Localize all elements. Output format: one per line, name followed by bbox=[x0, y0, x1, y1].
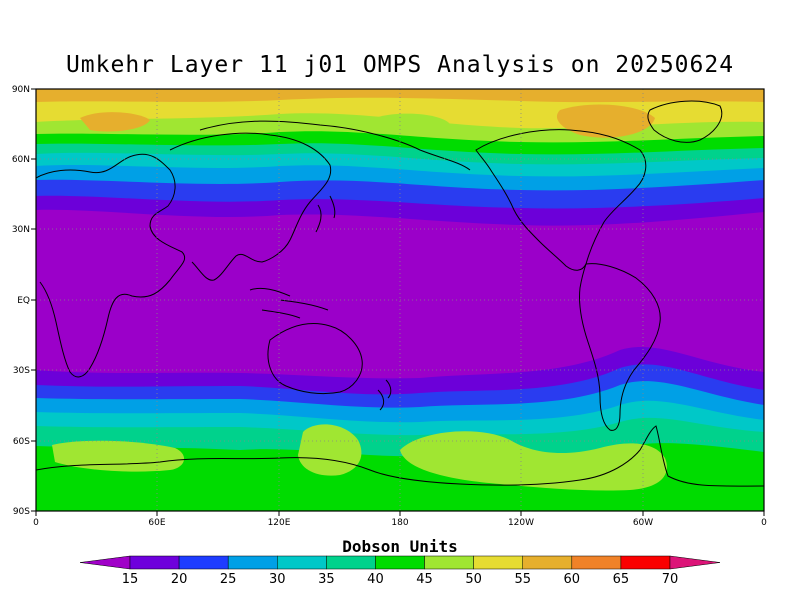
lat-label: 30N bbox=[12, 225, 30, 235]
coast-new-zealand bbox=[377, 379, 392, 411]
colorbar-swatch bbox=[473, 555, 523, 570]
lon-label: 60W bbox=[633, 518, 653, 528]
coast-south-america bbox=[579, 263, 661, 431]
colorbar-swatch bbox=[227, 555, 278, 570]
field-patch-50-south-a bbox=[52, 440, 185, 472]
lon-labels: 0 60E 120E 180 120W 60W 0 bbox=[33, 518, 767, 528]
coast-asia bbox=[169, 132, 332, 281]
colorbar-arrow-low bbox=[79, 555, 131, 570]
colorbar-label: 50 bbox=[465, 572, 482, 587]
lat-label: EQ bbox=[17, 296, 30, 306]
graticule bbox=[36, 89, 764, 511]
colorbar-title: Dobson Units bbox=[342, 537, 458, 556]
coast-siberia bbox=[199, 120, 471, 171]
coast-north-america bbox=[475, 129, 647, 271]
map-title: Umkehr Layer 11 j01 OMPS Analysis on 202… bbox=[65, 52, 735, 78]
colorbar-label: 65 bbox=[613, 572, 630, 587]
coast-greenland bbox=[647, 100, 723, 143]
colorbar-swatch bbox=[178, 555, 229, 570]
lon-label: 180 bbox=[391, 518, 408, 528]
colorbar-label: 70 bbox=[662, 572, 679, 587]
axis-ticks bbox=[31, 88, 765, 516]
colorbar-label: 25 bbox=[220, 572, 237, 587]
coast-africa-europe bbox=[36, 153, 186, 378]
colorbar-label: 30 bbox=[269, 572, 286, 587]
lat-label: 90S bbox=[13, 507, 30, 517]
field-patch-50-north-d bbox=[370, 113, 450, 134]
colorbar-label: 55 bbox=[514, 572, 531, 587]
field-band-25-north bbox=[36, 168, 764, 209]
coast-japan bbox=[315, 195, 336, 233]
field-patch-60-north-c bbox=[556, 104, 655, 138]
lon-label: 0 bbox=[761, 518, 767, 528]
colorbar-label: 40 bbox=[367, 572, 384, 587]
colorbar-label: 45 bbox=[416, 572, 433, 587]
lat-label: 60N bbox=[12, 155, 30, 165]
coast-indonesia bbox=[249, 287, 329, 319]
field-patch-60-north-a bbox=[36, 89, 764, 103]
colorbar-swatch bbox=[129, 555, 180, 570]
colorbar-swatch bbox=[522, 555, 573, 570]
colorbar-swatch bbox=[424, 555, 474, 570]
lat-labels: 90N 60N 30N EQ 30S 60S 90S bbox=[12, 85, 30, 517]
colorbar-label: 35 bbox=[318, 572, 335, 587]
coast-antarctica bbox=[36, 425, 764, 487]
colorbar-label: 15 bbox=[122, 572, 139, 587]
colorbar-swatch bbox=[326, 555, 376, 570]
coastlines bbox=[36, 100, 764, 487]
lon-label: 0 bbox=[33, 518, 39, 528]
colorbar-swatch bbox=[571, 555, 622, 570]
lat-label: 90N bbox=[12, 85, 30, 95]
colorbar-swatch bbox=[277, 555, 327, 570]
lon-label: 120W bbox=[508, 518, 534, 528]
field-band-15 bbox=[36, 195, 764, 388]
colorbar-swatch bbox=[620, 555, 671, 570]
coast-australia bbox=[267, 323, 363, 395]
colorbar-arrow-high bbox=[669, 555, 721, 570]
lon-label: 60E bbox=[148, 518, 165, 528]
lon-label: 120E bbox=[268, 518, 291, 528]
lat-label: 60S bbox=[13, 437, 30, 447]
colorbar: 15 20 25 30 35 40 45 50 55 60 65 70 bbox=[79, 555, 721, 587]
lat-label: 30S bbox=[13, 366, 30, 376]
colorbar-swatch bbox=[375, 555, 425, 570]
field-patch-60-north-b bbox=[80, 112, 150, 132]
colorbar-label: 60 bbox=[564, 572, 581, 587]
colorbar-label: 20 bbox=[171, 572, 188, 587]
